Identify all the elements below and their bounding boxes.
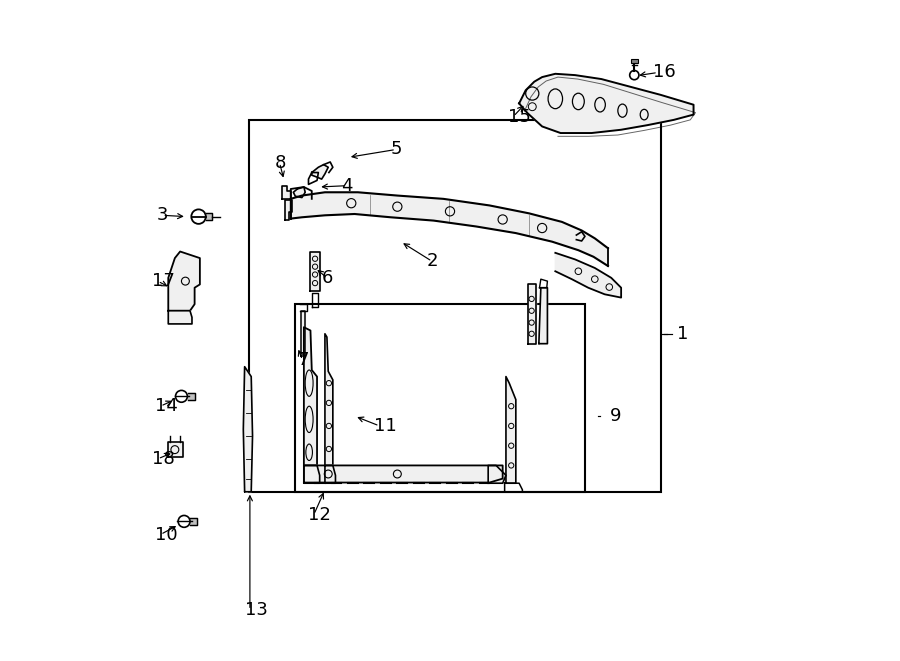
Polygon shape <box>206 214 211 220</box>
Bar <box>631 59 637 63</box>
Text: 10: 10 <box>155 525 177 543</box>
Text: 8: 8 <box>274 153 285 172</box>
Ellipse shape <box>306 444 312 461</box>
Ellipse shape <box>572 93 584 110</box>
Polygon shape <box>168 442 184 457</box>
Polygon shape <box>310 252 320 291</box>
Bar <box>295 304 585 492</box>
Polygon shape <box>302 311 305 356</box>
Polygon shape <box>168 252 200 311</box>
Polygon shape <box>488 465 506 483</box>
Text: 5: 5 <box>391 141 402 159</box>
Polygon shape <box>293 187 305 198</box>
Text: 6: 6 <box>321 269 333 287</box>
Text: 4: 4 <box>341 176 353 195</box>
Text: 12: 12 <box>309 506 331 524</box>
Polygon shape <box>325 334 333 465</box>
Polygon shape <box>284 200 292 220</box>
Polygon shape <box>555 253 621 297</box>
Polygon shape <box>243 367 253 492</box>
Polygon shape <box>304 465 503 483</box>
Polygon shape <box>527 284 536 344</box>
Polygon shape <box>325 465 336 483</box>
Ellipse shape <box>617 104 627 117</box>
Polygon shape <box>311 165 328 179</box>
Polygon shape <box>539 288 547 344</box>
Ellipse shape <box>305 370 313 397</box>
Polygon shape <box>168 311 192 324</box>
Text: 11: 11 <box>374 417 397 435</box>
Polygon shape <box>304 327 317 465</box>
Ellipse shape <box>640 109 648 120</box>
Text: 13: 13 <box>245 602 267 619</box>
Bar <box>249 120 661 492</box>
Text: 2: 2 <box>427 253 438 270</box>
Text: 9: 9 <box>610 407 621 425</box>
Polygon shape <box>576 232 585 241</box>
Polygon shape <box>291 192 608 266</box>
Ellipse shape <box>595 97 606 112</box>
Text: 17: 17 <box>152 272 176 290</box>
Text: 1: 1 <box>677 325 688 343</box>
Text: 18: 18 <box>152 450 176 468</box>
Polygon shape <box>283 186 291 199</box>
Ellipse shape <box>305 407 313 432</box>
Ellipse shape <box>548 89 562 108</box>
Text: 15: 15 <box>508 108 531 126</box>
Polygon shape <box>190 518 197 525</box>
Text: 16: 16 <box>652 63 676 81</box>
Text: 7: 7 <box>297 351 309 369</box>
Polygon shape <box>506 377 516 483</box>
Polygon shape <box>304 465 320 483</box>
Polygon shape <box>519 74 694 133</box>
Text: 14: 14 <box>155 397 178 415</box>
Polygon shape <box>188 393 194 400</box>
Text: 3: 3 <box>158 206 168 224</box>
